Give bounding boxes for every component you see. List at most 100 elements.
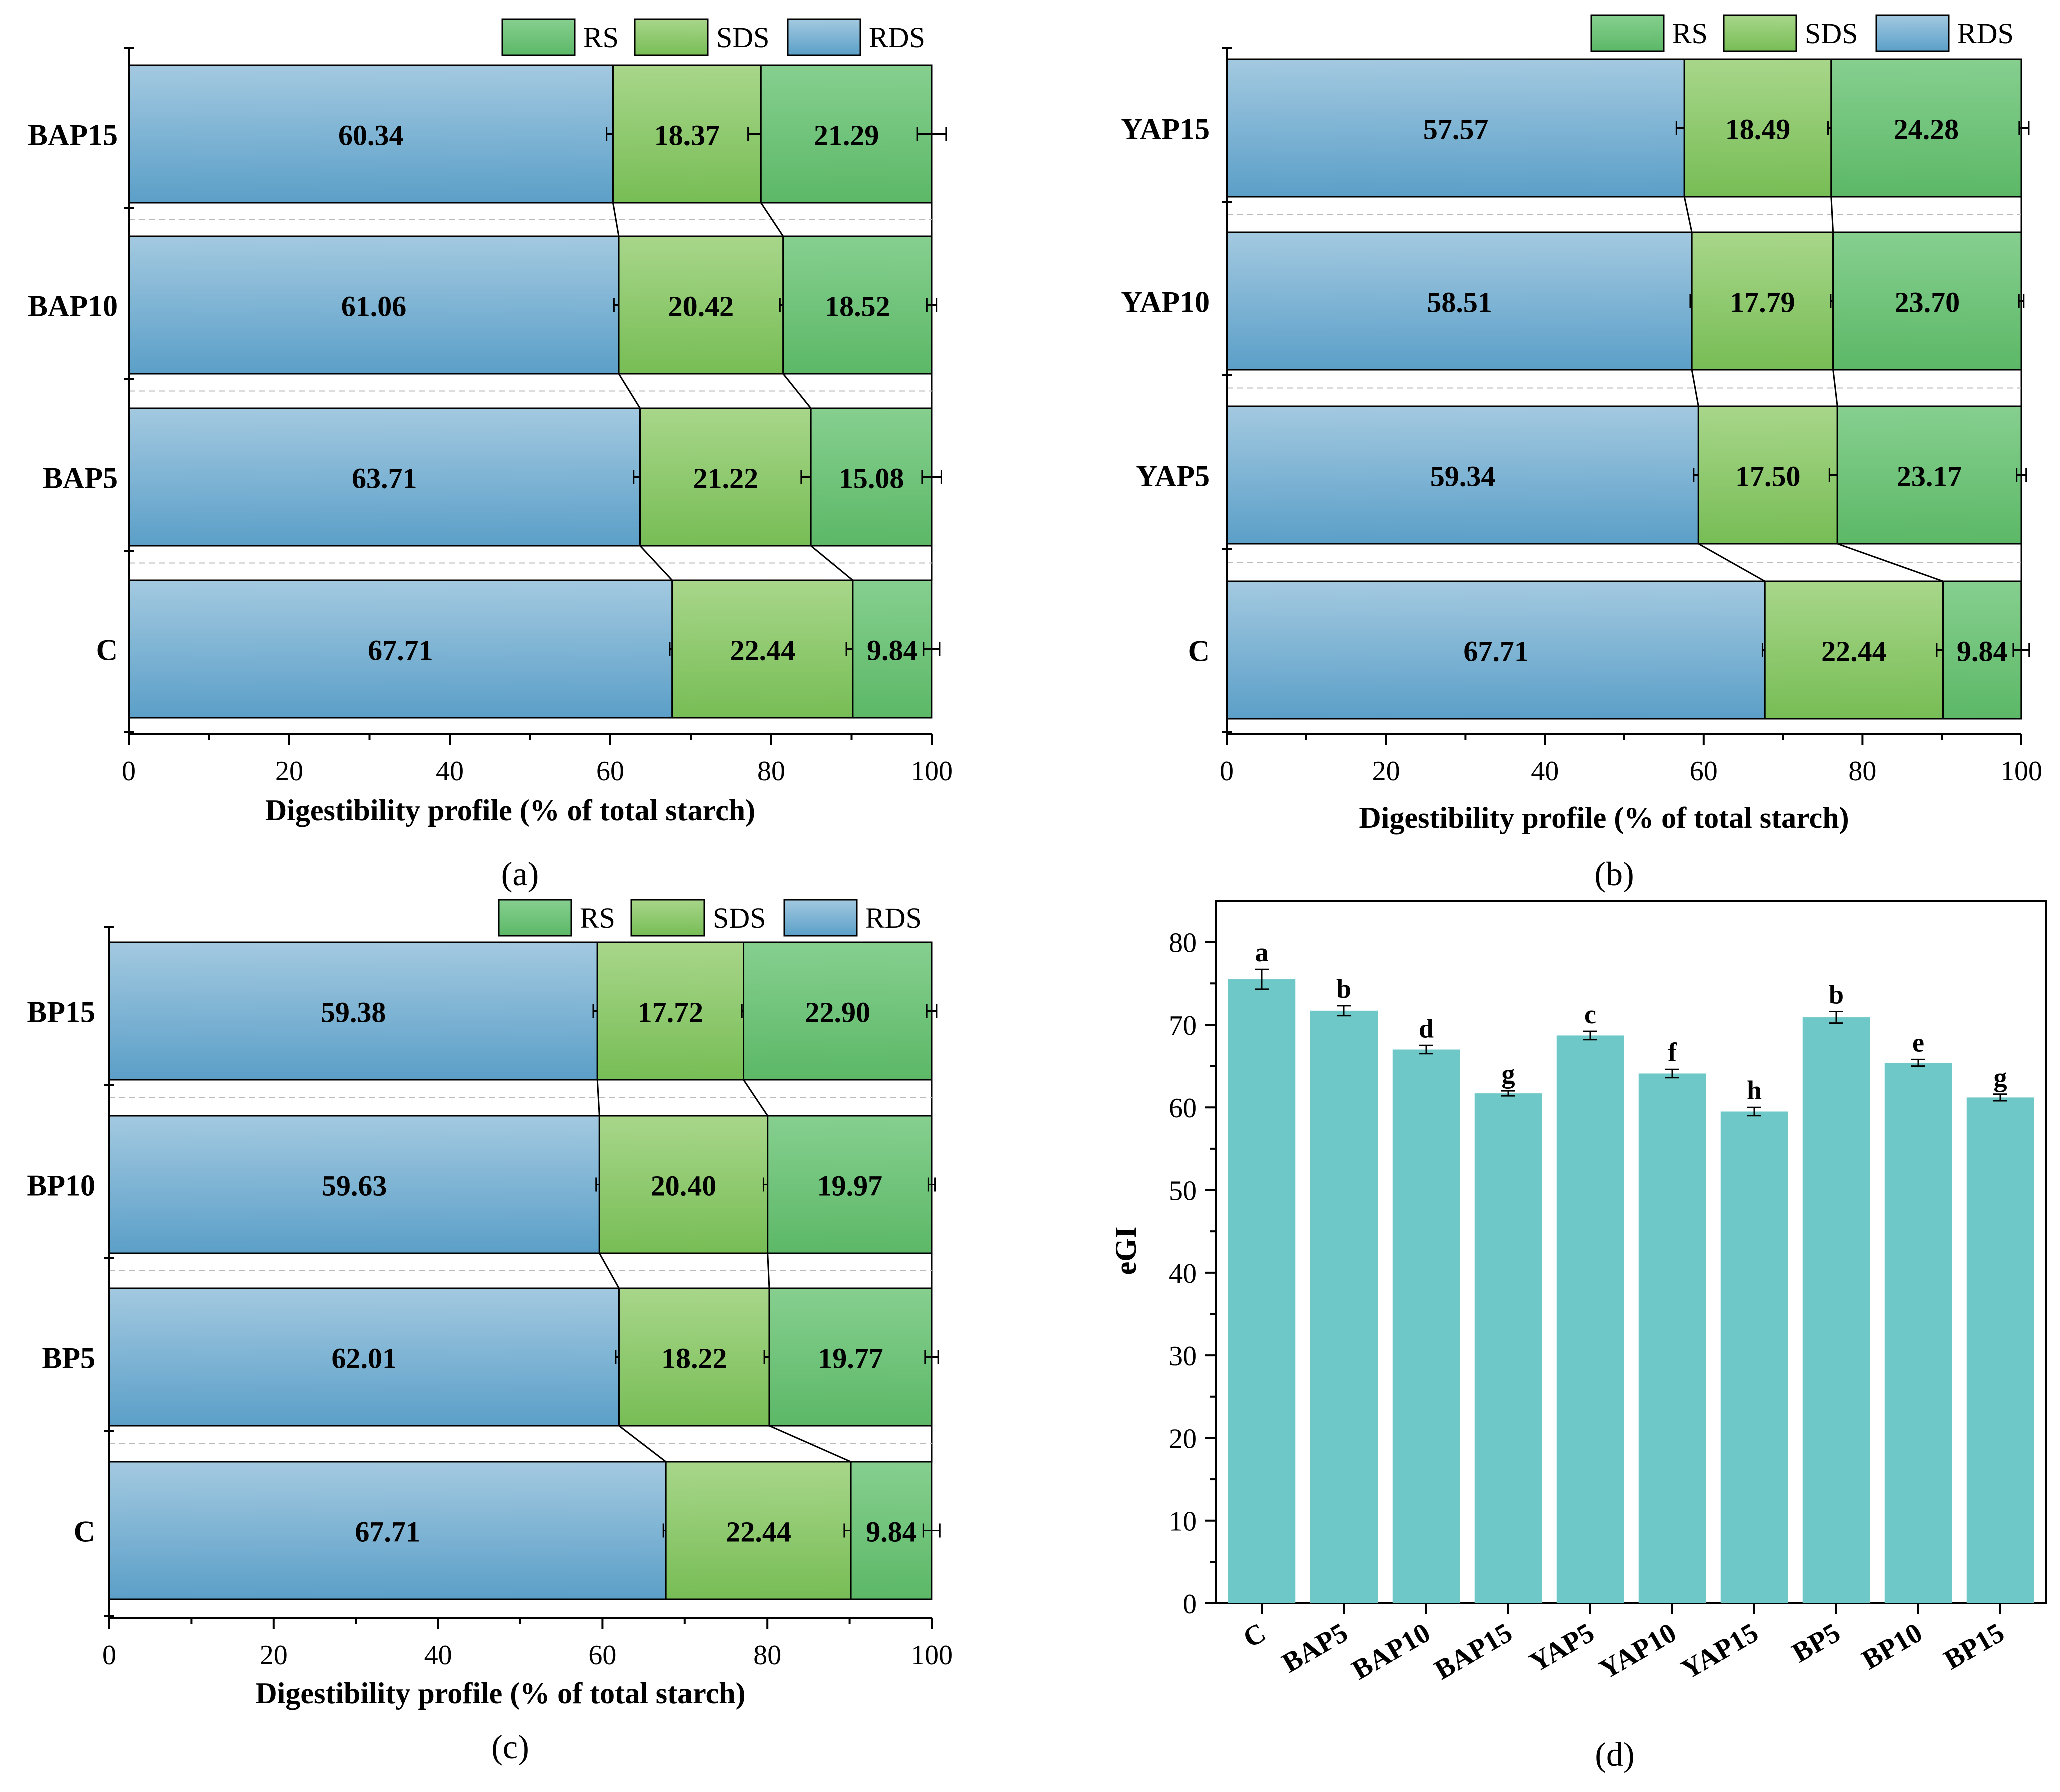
y-tick-label: 50: [1169, 1176, 1197, 1207]
data-label: 19.97: [817, 1170, 883, 1202]
x-tick-label: BP10: [1857, 1617, 1927, 1676]
significance-letter: f: [1668, 1037, 1677, 1067]
bar-segment-rds: [128, 579, 673, 719]
data-label: 61.06: [341, 290, 407, 323]
bar-segment-rs: [810, 407, 933, 547]
category-label: BAP15: [28, 119, 118, 152]
legend: RS SDS RDS: [501, 18, 925, 56]
significance-letter: g: [1994, 1062, 2007, 1092]
data-label: 17.72: [638, 996, 704, 1029]
category-label: BP5: [42, 1342, 95, 1375]
x-tick-label: YAP5: [1524, 1617, 1599, 1679]
bar-segment-rs: [852, 579, 933, 719]
legend-label: RDS: [869, 21, 925, 54]
legend: RS SDS RDS: [1590, 14, 2014, 52]
x-tick-label: 0: [102, 1640, 116, 1671]
category-label: BP15: [27, 996, 95, 1029]
y-axis-title: eGI: [1109, 1227, 1142, 1275]
data-label: 23.17: [1897, 460, 1962, 493]
data-label: 20.40: [651, 1170, 717, 1202]
legend-label: SDS: [713, 902, 766, 934]
bar-segment-rs: [743, 941, 933, 1081]
category-label: C: [96, 634, 118, 667]
data-label: 9.84: [866, 1516, 917, 1548]
bar-segment-sds: [618, 1287, 770, 1427]
data-label: 19.77: [818, 1342, 883, 1375]
y-tick-label: 60: [1169, 1093, 1197, 1124]
data-label: 24.28: [1894, 113, 1959, 146]
legend-label: RS: [1672, 17, 1708, 50]
y-tick-label: 80: [1169, 928, 1197, 959]
x-tick-label: YAP10: [1594, 1617, 1682, 1686]
legend-swatch-rs: [501, 18, 576, 56]
significance-letter: e: [1912, 1027, 1924, 1057]
panel-label: (b): [1594, 855, 1634, 893]
x-tick-label: 60: [596, 756, 624, 787]
data-label: 9.84: [867, 634, 918, 667]
bar-segment-sds: [1697, 405, 1838, 545]
x-tick-label: BP5: [1787, 1617, 1845, 1669]
bar-segment-sds: [618, 235, 784, 375]
y-tick-label: 20: [1169, 1423, 1197, 1454]
y-tick-label: 40: [1169, 1258, 1197, 1289]
x-tick-label: BAP5: [1277, 1617, 1353, 1679]
bar-segment-sds: [612, 64, 762, 204]
significance-letter: h: [1747, 1075, 1762, 1105]
bar-segment-rs: [850, 1461, 933, 1600]
significance-letter: b: [1336, 974, 1351, 1004]
connector-line: [1691, 369, 1699, 407]
data-label: 17.79: [1730, 286, 1795, 319]
connector-line: [760, 202, 784, 237]
x-tick-label: 100: [911, 756, 953, 787]
x-axis-title: Digestibility profile (% of total starch…: [265, 794, 755, 827]
legend-swatch-sds: [634, 18, 709, 56]
bar-segment-sds: [1683, 58, 1832, 198]
data-label: 59.63: [322, 1170, 387, 1202]
x-axis-title: Digestibility profile (% of total starch…: [255, 1677, 745, 1710]
category-label: BP10: [27, 1169, 95, 1202]
data-label: 18.52: [825, 290, 890, 323]
legend-label: RS: [583, 21, 619, 54]
panel-a-stacked-chart: 60.34 18.37 21.29 BAP15 61.06 20.42 18.52 BAP10…: [28, 18, 953, 893]
y-tick-label: 0: [1183, 1589, 1197, 1620]
bar-segment-rds: [108, 1461, 667, 1600]
legend-label: SDS: [716, 21, 769, 54]
bar-segment-rs: [767, 1115, 933, 1254]
legend-swatch-rs: [1590, 14, 1665, 52]
data-label: 15.08: [839, 462, 904, 495]
x-tick-label: 40: [436, 756, 464, 787]
significance-letter: g: [1502, 1059, 1515, 1089]
x-tick-label: 20: [1372, 756, 1400, 787]
category-label: YAP15: [1121, 113, 1210, 146]
connector-line: [1683, 196, 1693, 233]
bar-segment-rs: [1832, 231, 2022, 371]
bar-segment-sds: [1691, 231, 1834, 371]
bar-segment-sds: [671, 579, 854, 719]
legend-label: RDS: [1957, 17, 2014, 50]
egi-bar: [1638, 1073, 1706, 1603]
connector-line: [769, 1425, 851, 1463]
connector-line: [618, 373, 641, 409]
x-tick-label: 0: [1220, 756, 1234, 787]
x-tick-label: 80: [757, 756, 785, 787]
bar-segment-rs: [1836, 405, 2022, 545]
data-label: 59.34: [1430, 460, 1496, 493]
data-label: 21.29: [814, 119, 879, 152]
category-label: BAP10: [28, 290, 118, 323]
data-label: 18.22: [661, 1342, 727, 1375]
egi-bar: [1802, 1017, 1870, 1603]
connector-line: [612, 202, 620, 237]
connector-line: [767, 1253, 770, 1289]
bar-segment-sds: [598, 1115, 769, 1254]
legend-swatch-sds: [1723, 14, 1797, 52]
data-label: 63.71: [352, 462, 417, 495]
bar-segment-rs: [1830, 58, 2022, 198]
data-label: 22.44: [1821, 635, 1887, 668]
connector-line: [1698, 543, 1765, 582]
x-tick-label: YAP15: [1676, 1617, 1764, 1686]
category-label: BAP5: [43, 462, 118, 495]
bar-segment-rds: [128, 235, 620, 375]
category-label: YAP5: [1136, 460, 1210, 493]
bar-segment-sds: [665, 1461, 852, 1600]
